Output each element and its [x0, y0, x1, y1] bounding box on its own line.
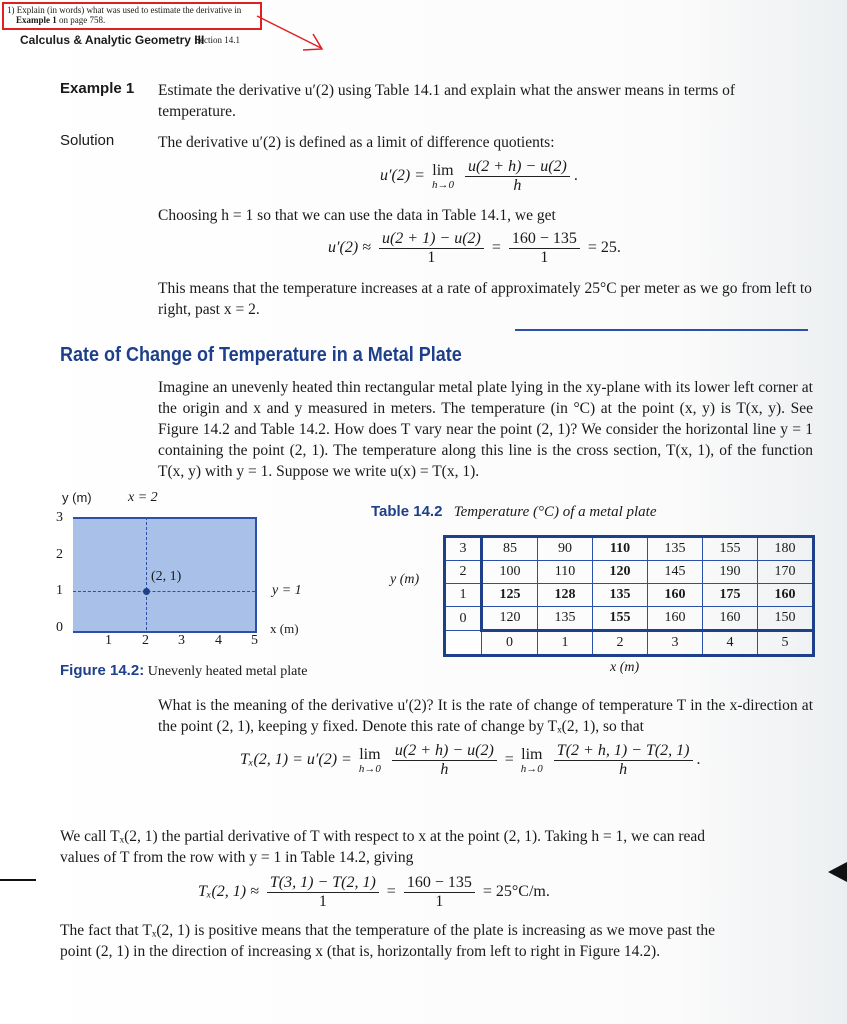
table-cell: 160 — [702, 606, 758, 631]
table-cell: 85 — [481, 536, 538, 561]
y-1-line — [73, 591, 255, 592]
section-heading: Rate of Change of Temperature in a Metal… — [60, 344, 462, 366]
y-tick: 3 — [56, 510, 63, 525]
table-label: Table 14.2 — [371, 503, 443, 520]
table-cell: 135 — [592, 583, 648, 607]
table-cell: 90 — [537, 536, 593, 561]
table-cell: 128 — [537, 583, 593, 607]
y-value: 3 — [444, 536, 483, 561]
table-cell: 160 — [757, 583, 814, 607]
page-edge-mark — [828, 862, 847, 882]
y-value: 2 — [444, 560, 483, 584]
equation-2: u′(2) ≈ u(2 + 1) − u(2) 1 = 160 − 135 1 = … — [328, 230, 621, 266]
table-cell: 145 — [647, 560, 703, 584]
example-label: Example 1 — [60, 80, 135, 97]
red-arrow-icon — [256, 15, 324, 51]
table-cell: 190 — [702, 560, 758, 584]
point-marker — [143, 588, 150, 595]
table-cell: 110 — [537, 560, 593, 584]
table-cell: 160 — [647, 606, 703, 631]
table-cell: 125 — [481, 583, 538, 607]
table-x-label: x (m) — [610, 660, 640, 675]
x-tick: 1 — [105, 633, 112, 648]
y-axis-label: y (m) — [62, 490, 92, 505]
table-cell: 120 — [481, 606, 538, 631]
table-cell: 180 — [757, 536, 814, 561]
table-cell: 175 — [702, 583, 758, 607]
table-cell: 155 — [592, 606, 648, 631]
y-value: 0 — [444, 606, 483, 631]
paragraph-2: What is the meaning of the derivative u′… — [158, 697, 813, 735]
example-text: Estimate the derivative u′(2) using Tabl… — [158, 82, 736, 120]
x-tick: 5 — [251, 633, 258, 648]
paragraph-1: Imagine an unevenly heated thin rectangu… — [158, 379, 813, 480]
equation-1: u′(2) = lim h→0 u(2 + h) − u(2) h. — [380, 158, 578, 194]
table-cell: 150 — [757, 606, 814, 631]
paragraph-3: We call Tₓ(2, 1) the partial derivative … — [60, 828, 706, 866]
table-cell: 170 — [757, 560, 814, 584]
equation-3: Tₓ(2, 1) = u′(2) = lim h→0 u(2 + h) − u(2… — [240, 742, 701, 778]
x-value: 0 — [481, 629, 538, 656]
table-cell: 120 — [592, 560, 648, 584]
table-cell: 110 — [592, 536, 648, 561]
divider — [515, 329, 808, 331]
figure-caption: Unevenly heated metal plate — [147, 664, 308, 679]
annotation-example-ref: Example 1 — [16, 15, 57, 25]
x-value: 3 — [647, 629, 703, 656]
table-cell: 100 — [481, 560, 538, 584]
x-equals-2-label: x = 2 — [128, 490, 158, 505]
table-y-label: y (m) — [390, 572, 420, 587]
figure-14-2: y (m) x = 2 (2, 1) y = 1 x (m) 0 1 2 3 1… — [50, 485, 350, 685]
y-tick: 1 — [56, 583, 63, 598]
y-value: 1 — [444, 583, 483, 607]
y-equals-1-label: y = 1 — [272, 583, 302, 598]
table-title: Temperature (°C) of a metal plate — [453, 504, 657, 520]
point-label: (2, 1) — [151, 569, 182, 584]
x-tick: 2 — [142, 633, 149, 648]
table-cell: 155 — [702, 536, 758, 561]
table-row: 0 120 135 155 160 160 150 — [444, 606, 814, 631]
table-cell: 135 — [537, 606, 593, 631]
table-row: 3 85 90 110 135 155 180 — [444, 536, 814, 561]
solution-intro: The derivative u′(2) is defined as a lim… — [158, 134, 555, 151]
table-row: 1 125 128 135 160 175 160 — [444, 583, 814, 607]
x-2-line — [146, 517, 147, 630]
course-title: Calculus & Analytic Geometry III — [20, 33, 205, 47]
figure-caption-label: Figure 14.2: — [60, 662, 145, 679]
x-value: 4 — [702, 629, 758, 656]
y-tick: 2 — [56, 547, 63, 562]
x-value: 1 — [537, 629, 593, 656]
table-cell: 135 — [647, 536, 703, 561]
table-cell: 160 — [647, 583, 703, 607]
y-tick: 0 — [56, 620, 63, 635]
annotation-line1: 1) Explain (in words) what was used to e… — [7, 5, 242, 15]
equation-4: Tₓ(2, 1) ≈ T(3, 1) − T(2, 1) 1 = 160 − 13… — [198, 874, 550, 910]
x-axis-label: x (m) — [270, 621, 299, 636]
x-value: 5 — [757, 629, 814, 656]
table-row: 2 100 110 120 145 190 170 — [444, 560, 814, 584]
annotation-page: on page 758. — [56, 15, 106, 25]
x-tick: 4 — [215, 633, 222, 648]
temperature-table: 3 85 90 110 135 155 180 2 100 110 120 145 190 170 1 125… — [443, 535, 815, 657]
x-value: 2 — [592, 629, 648, 656]
annotation-box: 1) Explain (in words) what was used to e… — [2, 2, 262, 30]
x-tick: 3 — [178, 633, 185, 648]
solution-label: Solution — [60, 132, 115, 149]
margin-rule — [0, 879, 36, 881]
choose-text: Choosing h = 1 so that we can use the da… — [158, 207, 556, 224]
meaning-text: This means that the temperature increase… — [158, 280, 812, 318]
section-number: Section 14.1 — [195, 35, 240, 45]
paragraph-4: The fact that Tₓ(2, 1) is positive means… — [60, 922, 715, 960]
metal-plate — [73, 517, 257, 633]
